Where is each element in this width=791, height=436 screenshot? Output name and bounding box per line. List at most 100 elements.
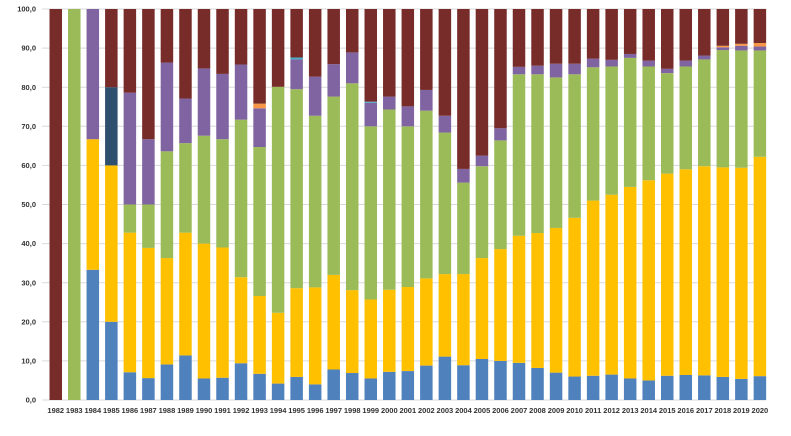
bar-segment <box>401 106 415 127</box>
bar-segment <box>290 57 303 60</box>
bar-segment <box>753 50 767 157</box>
x-axis-labels: 1982 1983 1984 1985 1986 1987 1988 1989 1990 1991… <box>47 406 768 415</box>
y-tick-label: 30,0 <box>21 278 36 287</box>
bar-segment <box>86 139 100 270</box>
bar-segment <box>271 312 285 384</box>
bar-segment <box>660 173 674 376</box>
x-tick-label: 1991 <box>214 406 231 415</box>
bar-segment <box>698 166 711 376</box>
bar-segment <box>438 356 452 400</box>
bar-segment <box>364 299 378 379</box>
bar-segment <box>308 76 322 116</box>
bar-segment <box>716 167 730 377</box>
bar-segment <box>197 135 211 244</box>
x-tick-label: 2012 <box>603 406 620 415</box>
bar-segment <box>698 55 711 60</box>
bar-segment <box>327 96 340 275</box>
bar-segment <box>679 169 693 375</box>
bar-segment <box>605 59 618 67</box>
y-tick-label: 70,0 <box>21 122 36 131</box>
bar-segment <box>735 43 748 46</box>
bar-segment <box>105 9 118 88</box>
bar-segment <box>531 65 544 75</box>
bar-segment <box>401 371 415 400</box>
bar-segment <box>271 9 285 87</box>
bar-segment <box>179 143 192 233</box>
bar-segment <box>179 9 192 99</box>
bar-segment <box>160 151 174 259</box>
bar-segment <box>753 46 767 51</box>
x-tick-label: 1983 <box>66 406 83 415</box>
bar-segment <box>457 365 470 400</box>
bar-segment <box>679 66 693 170</box>
bar-segment <box>401 126 415 288</box>
bar-segment <box>327 9 340 65</box>
y-tick-label: 80,0 <box>21 83 36 92</box>
bar-segment <box>401 9 415 107</box>
bar-segment <box>549 372 563 400</box>
bar-segment <box>586 200 600 376</box>
bar-segment <box>494 9 507 129</box>
bar-segment <box>494 128 507 141</box>
bar-segment <box>216 139 229 248</box>
bar-segment <box>457 182 470 275</box>
bar-segment <box>197 378 211 400</box>
x-tick-label: 1999 <box>362 406 379 415</box>
x-tick-label: 2015 <box>659 406 676 415</box>
bar-segment <box>160 258 174 365</box>
bar-segment <box>660 73 674 174</box>
bar-segment <box>642 66 655 181</box>
bar-segment <box>586 67 600 201</box>
bar-segment <box>253 103 266 109</box>
bar-segment <box>142 9 155 140</box>
y-tick-label: 100,0 <box>17 5 36 14</box>
x-tick-label: 1987 <box>140 406 157 415</box>
bar-segment <box>234 363 248 400</box>
bar-segment <box>216 377 229 400</box>
bar-segment <box>364 378 378 400</box>
bar-segment <box>679 60 693 67</box>
bar-segment <box>623 378 637 400</box>
x-tick-label: 1993 <box>251 406 268 415</box>
bar-segment <box>160 9 174 63</box>
bar-segment <box>364 126 378 300</box>
bars <box>49 9 767 400</box>
bar-segment <box>531 233 544 368</box>
bar-segment <box>383 9 396 97</box>
bar-segment <box>475 155 489 167</box>
bar-segment <box>735 378 748 400</box>
bar-segment <box>271 86 285 313</box>
bar-segment <box>345 83 359 291</box>
bar-segment <box>105 165 118 322</box>
bar-segment <box>420 9 433 90</box>
bar-segment <box>290 288 303 377</box>
bar-segment <box>179 232 192 356</box>
bar-segment <box>364 102 378 127</box>
bar-segment <box>494 140 507 250</box>
x-tick-label: 1998 <box>344 406 361 415</box>
bar-segment <box>735 9 748 44</box>
bar-segment <box>253 373 266 400</box>
y-tick-label: 90,0 <box>21 44 36 53</box>
x-tick-label: 2007 <box>511 406 528 415</box>
bar-segment <box>660 375 674 400</box>
x-tick-label: 1984 <box>84 406 102 415</box>
x-tick-label: 1995 <box>288 406 305 415</box>
bar-segment <box>512 362 526 400</box>
bar-segment <box>698 9 711 56</box>
bar-segment <box>308 287 322 385</box>
bar-segment <box>327 274 340 370</box>
bar-segment <box>623 53 637 58</box>
bar-segment <box>512 9 526 67</box>
bar-segment <box>327 369 340 400</box>
bar-segment <box>586 375 600 400</box>
bar-segment <box>142 204 155 248</box>
bar-segment <box>234 119 248 278</box>
bar-segment <box>383 96 396 110</box>
x-tick-label: 2017 <box>696 406 713 415</box>
bar-segment <box>216 73 229 140</box>
x-tick-label: 2016 <box>677 406 694 415</box>
x-tick-label: 2019 <box>733 406 750 415</box>
bar-segment <box>253 295 266 374</box>
bar-segment <box>216 247 229 378</box>
